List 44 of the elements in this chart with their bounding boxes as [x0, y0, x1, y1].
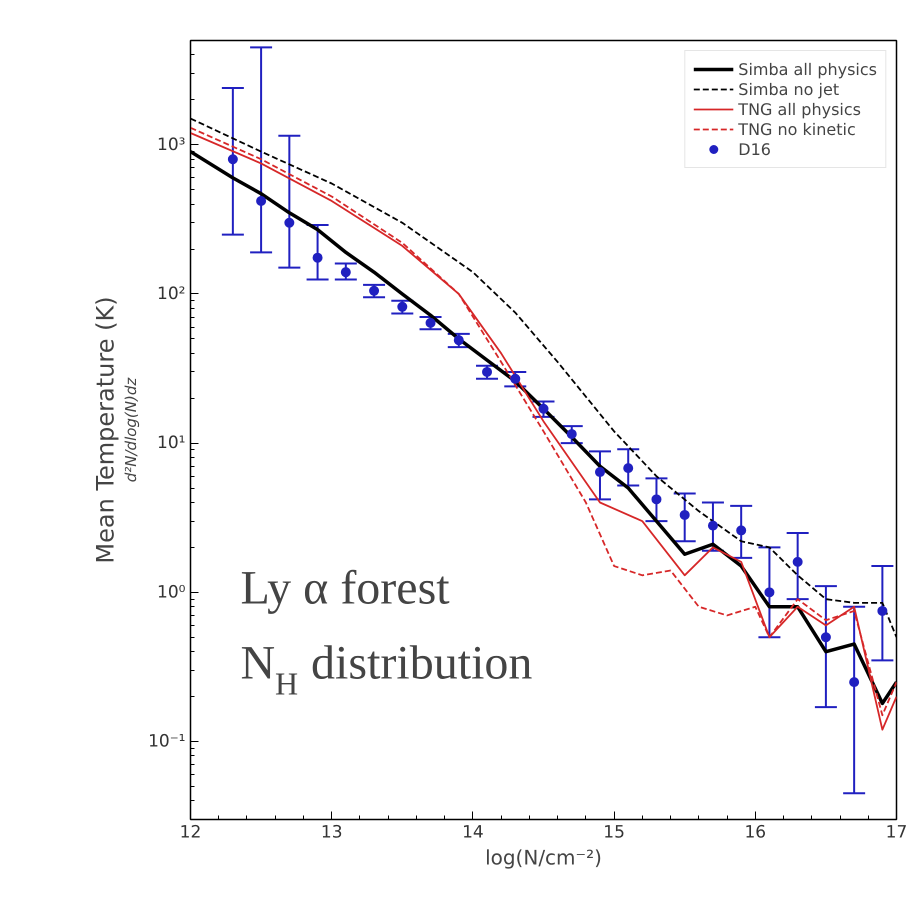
point [877, 606, 888, 616]
point [764, 587, 774, 598]
point [538, 404, 548, 414]
y-tick-label: 10³ [157, 134, 186, 155]
legend-label: TNG no kinetic [738, 120, 856, 138]
x-tick-label: 13 [320, 822, 343, 842]
point [482, 366, 492, 377]
point [284, 218, 294, 228]
legend-label: Simba no jet [738, 80, 840, 98]
legend-label: Simba all physics [738, 60, 877, 78]
point [426, 318, 436, 328]
x-axis-title: log(N/cm⁻²) [485, 846, 602, 870]
point [708, 520, 718, 531]
point [510, 374, 520, 384]
point [820, 632, 831, 642]
point [792, 556, 803, 567]
x-tick-label: 17 [886, 822, 908, 842]
y-axis-title: d²N/dlog(N)dz [122, 376, 140, 482]
point [312, 252, 323, 263]
legend-label: TNG all physics [738, 100, 861, 118]
point [651, 494, 662, 504]
point [454, 335, 464, 346]
point [228, 154, 238, 164]
point [680, 510, 690, 520]
point [397, 302, 408, 312]
y-tick-label: 10⁰ [157, 582, 186, 602]
x-tick-label: 16 [744, 822, 766, 842]
y-tick-label: 10¹ [157, 433, 186, 454]
x-tick-label: 12 [180, 822, 202, 842]
legend-label: D16 [738, 140, 771, 158]
annotation: Ly α forest [240, 562, 450, 614]
x-tick-label: 15 [603, 822, 625, 842]
point [256, 196, 266, 206]
point [736, 525, 746, 536]
y-tick-label: 10⁻¹ [148, 731, 186, 752]
point [369, 286, 380, 296]
point [340, 267, 351, 278]
y-tick-label: 10² [157, 284, 186, 304]
point [594, 467, 605, 478]
point [623, 463, 634, 474]
point [849, 677, 860, 688]
x-tick-label: 14 [462, 822, 484, 842]
text: Mean Temperature (K) [92, 296, 120, 564]
point [566, 429, 577, 440]
